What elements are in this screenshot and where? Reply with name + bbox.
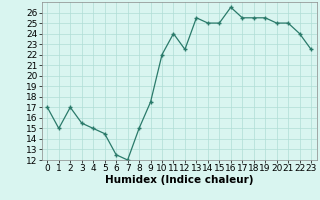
X-axis label: Humidex (Indice chaleur): Humidex (Indice chaleur) xyxy=(105,175,253,185)
